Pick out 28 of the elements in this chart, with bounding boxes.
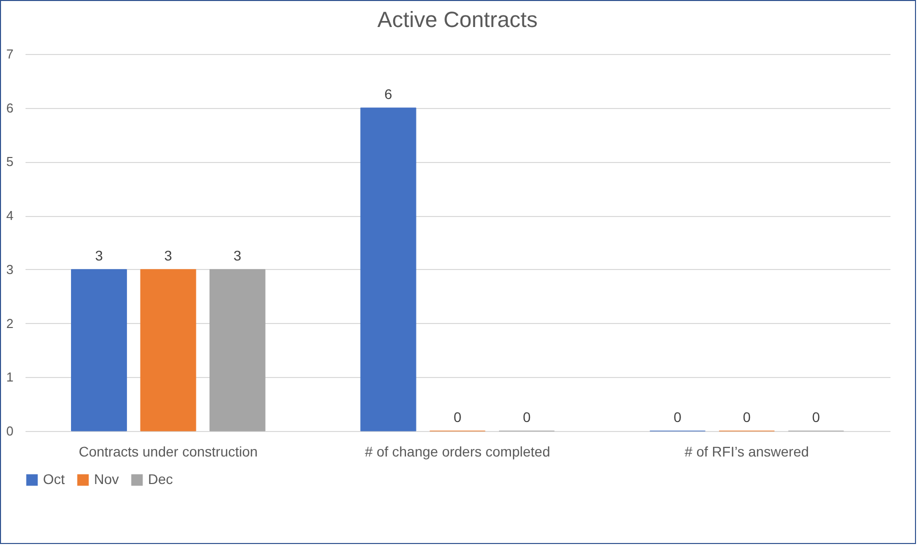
data-label: 0 [674, 409, 682, 425]
y-tick-label: 7 [6, 46, 14, 62]
legend-label: Oct [43, 471, 65, 487]
bar [360, 108, 416, 432]
chart-title: Active Contracts [377, 7, 538, 32]
data-label: 3 [234, 247, 242, 264]
y-tick-label: 6 [6, 100, 14, 116]
y-tick-label: 4 [6, 208, 14, 224]
data-label: 0 [742, 409, 751, 425]
bar [209, 269, 266, 432]
data-label: 6 [384, 86, 392, 102]
x-tick-label: Contracts under construction [78, 444, 258, 460]
data-label: 0 [454, 409, 462, 425]
y-tick-label: 2 [6, 316, 14, 331]
y-tick-label: 0 [6, 424, 14, 438]
bar [140, 269, 196, 432]
y-tick-label: 1 [6, 370, 14, 385]
x-tick-label: # of RFI’s answered [684, 444, 809, 460]
data-label: 3 [95, 247, 104, 264]
legend-label: Nov [94, 471, 119, 487]
y-tick-label: 3 [6, 262, 14, 277]
x-tick-label: # of change orders completed [364, 444, 550, 460]
data-label: 0 [812, 409, 820, 425]
data-label: 3 [164, 247, 172, 264]
data-label: 0 [522, 409, 531, 425]
y-tick-label: 5 [6, 154, 14, 170]
bar [71, 269, 127, 432]
legend-label: Dec [148, 471, 173, 487]
